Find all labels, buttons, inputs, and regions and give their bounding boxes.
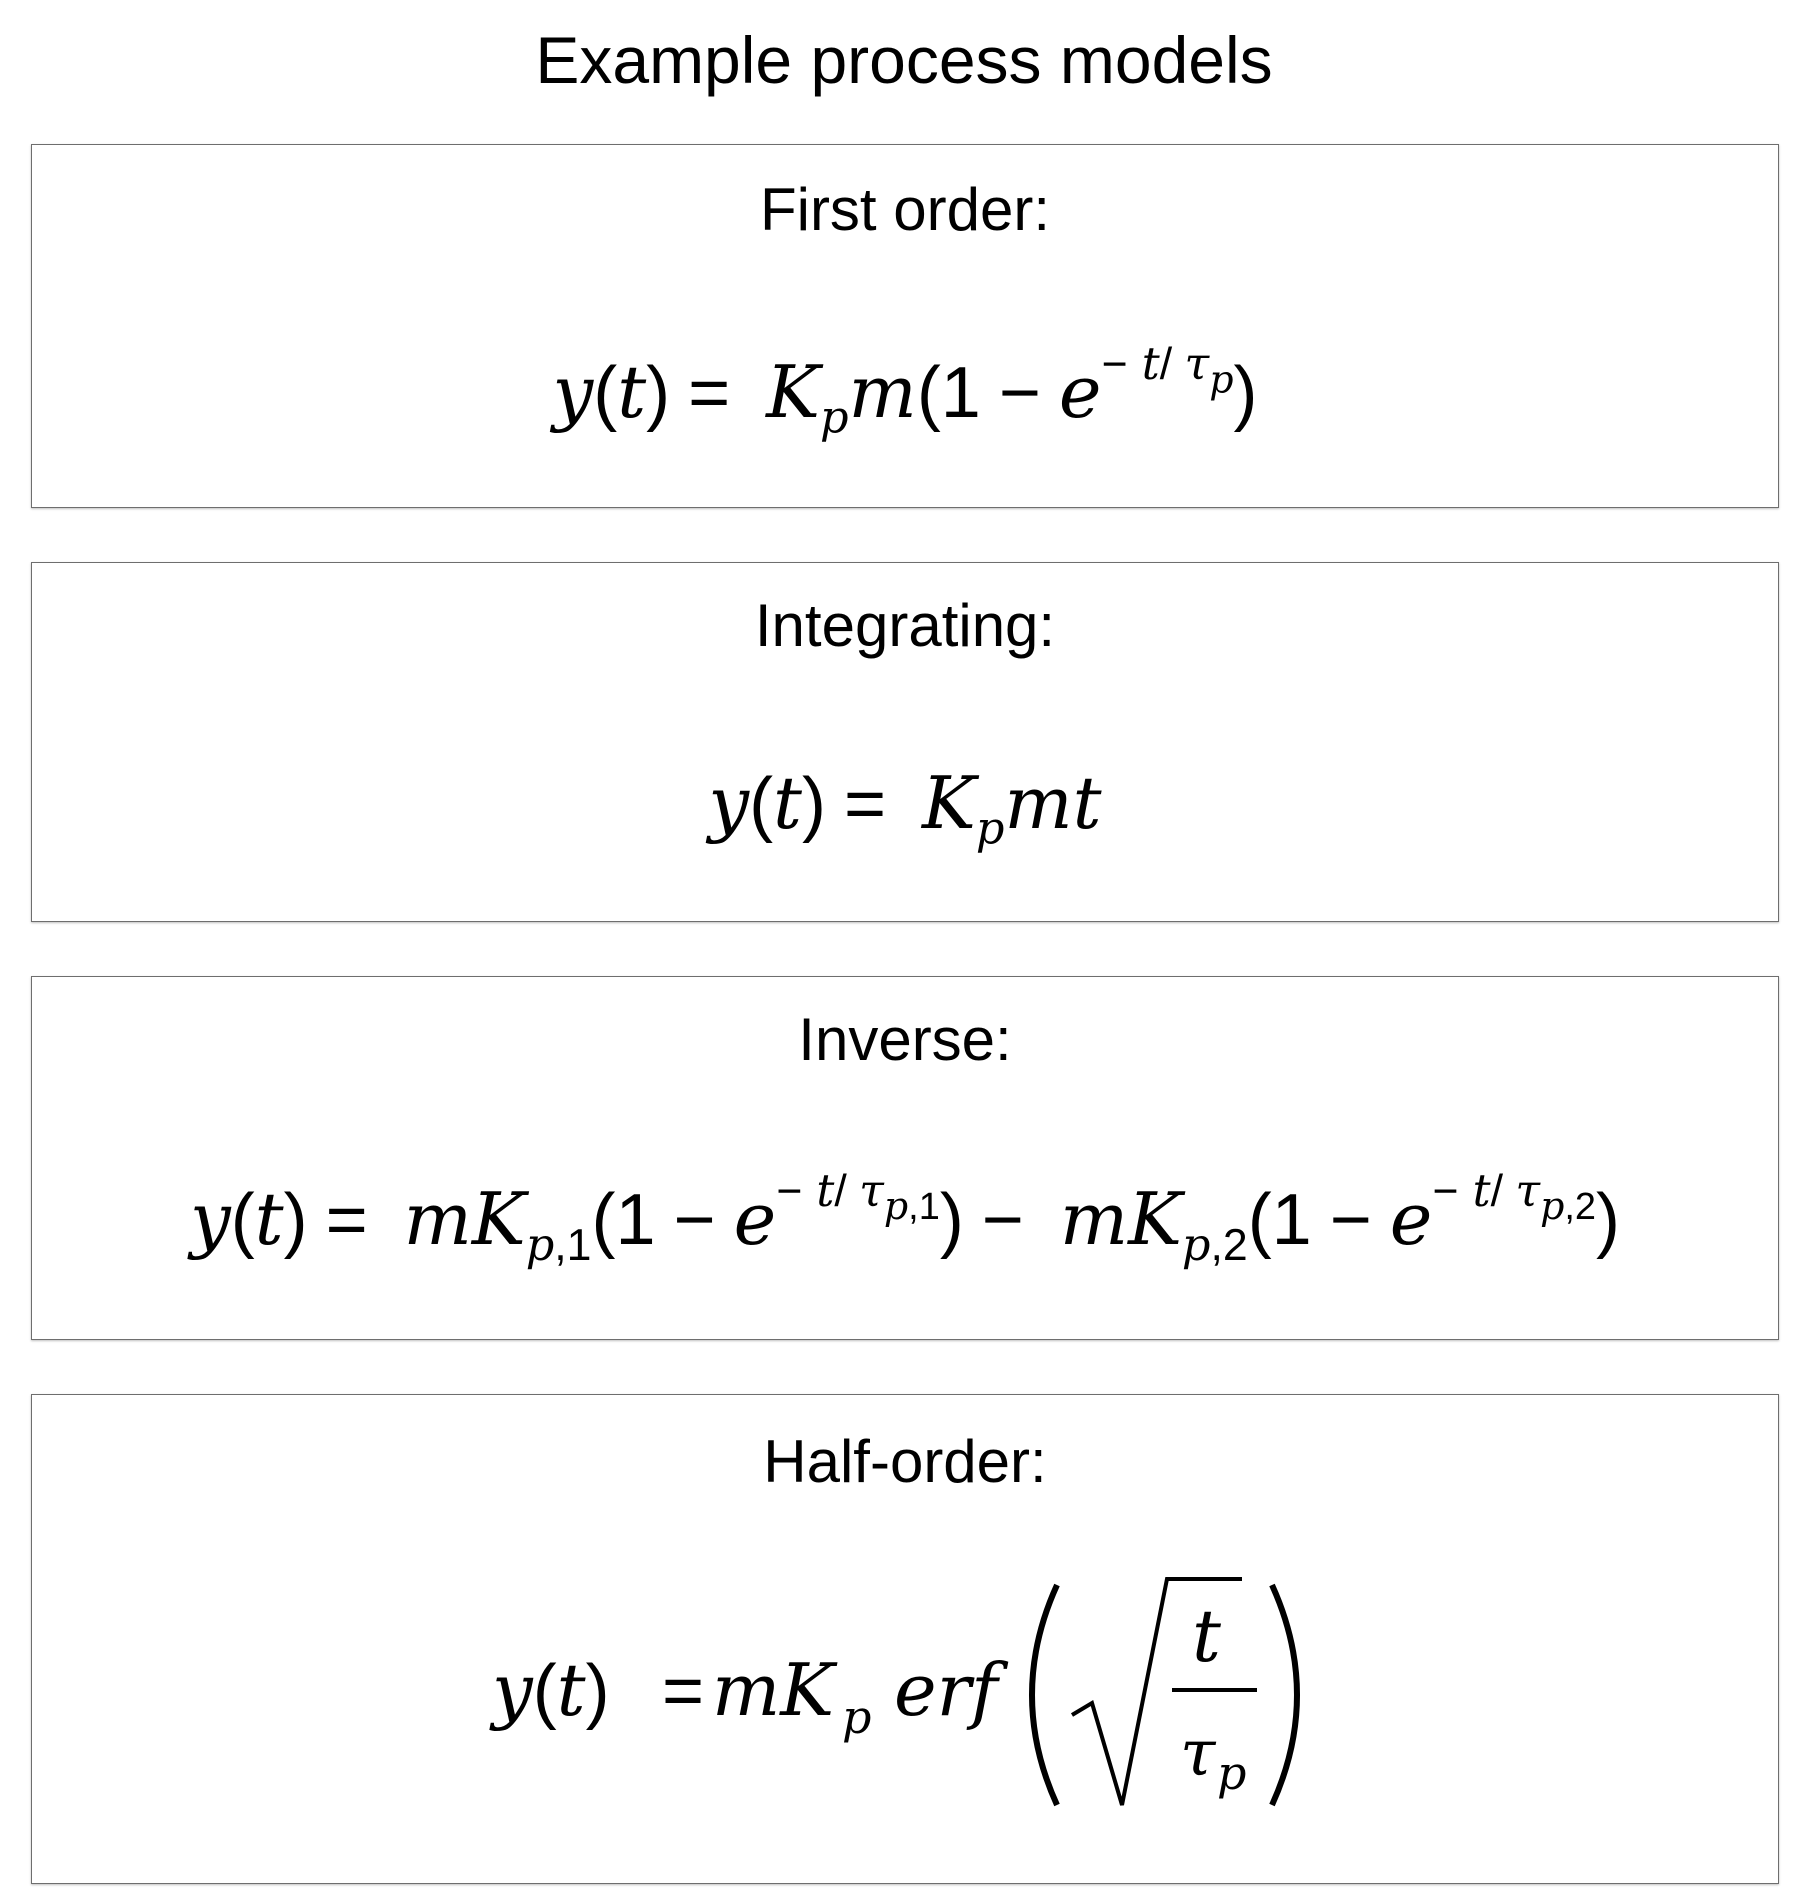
first-order-label: First order: xyxy=(759,176,1051,243)
svg-text:p: p xyxy=(842,1690,871,1744)
half-order-formula-graphic: y(t) = mK p erf t τ p xyxy=(489,1577,1300,1807)
page-title: Example process models xyxy=(535,23,1273,97)
integrating-label: Integrating: xyxy=(754,592,1056,659)
svg-text:t: t xyxy=(1192,1594,1222,1678)
integrating-card: Integrating: y(t) = Kpmt xyxy=(31,562,1779,922)
integrating-formula: y(t) = Kpmt xyxy=(708,761,1102,855)
inverse-formula: y(t) = mKp,1(1− e− t/ τp,1) − mKp,2(1− e− t/ τ… xyxy=(190,1165,1620,1271)
half-order-formula: y(t) = mK p erf t τ p xyxy=(32,1575,1778,1815)
first-order-card: First order: y(t) = Kpm(1− e− t/ τp) xyxy=(31,144,1779,508)
inverse-label: Inverse: xyxy=(798,1006,1012,1073)
svg-text:erf: erf xyxy=(894,1648,1009,1732)
svg-text:y(t): y(t) xyxy=(489,1648,610,1732)
svg-text:p: p xyxy=(1217,1746,1246,1800)
svg-text:mK: mK xyxy=(712,1648,838,1732)
svg-text:τ: τ xyxy=(1180,1717,1217,1791)
half-order-card: Half-order: y(t) = mK p erf t τ p xyxy=(31,1394,1779,1884)
half-order-label: Half-order: xyxy=(763,1428,1047,1495)
inverse-card: Inverse: y(t) = mKp,1(1− e− t/ τp,1) − mKp,2(… xyxy=(31,976,1779,1340)
svg-text:=: = xyxy=(662,1651,704,1731)
first-order-formula: y(t) = Kpm(1− e− t/ τp) xyxy=(552,338,1258,444)
